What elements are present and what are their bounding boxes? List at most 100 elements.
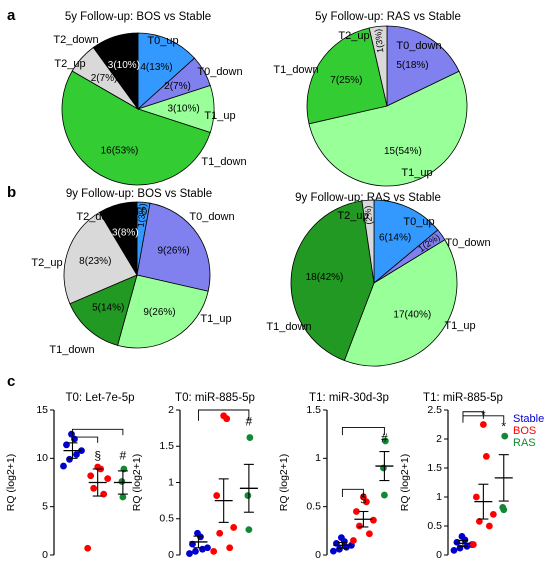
significance-marker: # (381, 431, 388, 445)
data-point-bos (489, 511, 497, 518)
pie-value-label: 5(18%) (396, 60, 428, 71)
data-point-ras (381, 491, 388, 499)
y-tick-label: 2.5 (427, 404, 442, 416)
pie-slice-t2-down (92, 32, 139, 111)
y-tick-label: 1 (436, 491, 442, 503)
pie-category-label: T1_up (200, 313, 231, 325)
pie-slice-t1-up (117, 274, 209, 349)
pie-chart-1: 5y Follow-up: BOS vs Stable 4(13%) T0_up 2(… (53, 11, 247, 186)
pie-category-label: T0_down (189, 211, 234, 223)
significance-marker: # (120, 449, 127, 463)
data-point-bos (479, 421, 487, 428)
plot-title: T1: miR-885-5p (423, 392, 503, 404)
pie-category-label: T2_up (338, 30, 369, 42)
pie-category-label: T0_up (147, 35, 178, 47)
pie-value-label: 17(40%) (393, 310, 431, 321)
data-point-stable (66, 455, 73, 463)
y-tick-label: 0 (315, 549, 321, 561)
pie-chart-4: 9y Follow-up: RAS vs Stable6(14%)T0_up1(… (266, 192, 491, 367)
plot-title: T1: miR-30d-3p (309, 392, 389, 404)
pie-category-label: T1_up (444, 320, 475, 332)
significance-marker: § (94, 449, 101, 463)
data-point-stable (186, 550, 193, 557)
pie-category-label: T1_down (49, 344, 94, 356)
data-point-stable (73, 451, 80, 458)
y-axis-label: RQ (log2+1) (399, 454, 411, 511)
pie-category-label: T1_up (204, 110, 235, 122)
data-point-stable (458, 533, 466, 540)
data-point-bos (87, 472, 95, 480)
data-point-bos (216, 529, 224, 537)
data-point-bos (84, 544, 92, 552)
significance-bracket (462, 411, 484, 419)
pie-category-label: T2_down (76, 211, 121, 223)
data-point-stable (456, 544, 464, 552)
y-tick-label: 0.5 (306, 500, 321, 512)
pie-category-label: T1_down (266, 321, 311, 333)
data-point-ras (118, 478, 126, 485)
dot-plot-4: T1: miR-885-5p RQ (log2+1) 0 0.5 1 1.5 2 2.5 * * (399, 392, 513, 561)
y-tick-label: 1 (315, 452, 321, 464)
pie-slice-t2-up (368, 25, 388, 107)
dot-plot-3: T1: miR-30d-3p RQ (log2+1) 0 0.5 1 1.5 § # (278, 392, 394, 561)
panel-letter-a: a (7, 7, 16, 24)
legend-item-bos: BOS (513, 425, 536, 437)
pie-value-label: 8(23%) (79, 256, 111, 267)
y-tick-label: 10 (36, 452, 48, 464)
panel-letter-b: b (7, 184, 16, 201)
pie-value-label: 3(8%) (112, 227, 139, 238)
y-tick-label: 0.5 (159, 513, 174, 525)
pie-value-label: 3(10%) (167, 104, 199, 115)
y-tick-label: 0 (436, 549, 442, 561)
pie-category-label: T0_up (403, 216, 434, 228)
significance-bracket (72, 428, 124, 436)
data-point-bos (356, 522, 363, 530)
data-point-ras (245, 526, 253, 534)
data-point-stable (68, 430, 75, 438)
pie-value-label: 2(7%) (91, 73, 118, 84)
pie-value-label: 1(3%) (373, 28, 386, 53)
pie-value-label: 18(42%) (306, 272, 344, 283)
y-tick-label: 2 (436, 433, 442, 445)
pie-value-label: 6(14%) (379, 233, 411, 244)
data-point-bos (90, 484, 98, 492)
significance-marker: # (246, 414, 253, 428)
pie-category-label: T2_down (53, 34, 98, 46)
y-axis-label: RQ (log2+1) (5, 454, 17, 511)
pie-category-label: T2_up (337, 210, 368, 222)
significance-bracket (341, 488, 364, 497)
y-axis-label: RQ (log2+1) (131, 454, 143, 511)
pie-value-label: 9(26%) (157, 246, 189, 257)
pie-slice-t0-up (373, 199, 439, 284)
pie-slice-t1-up (343, 239, 458, 367)
pie-value-label: 4(13%) (140, 62, 172, 73)
pie-category-label: T0_down (396, 40, 441, 52)
y-tick-label: 0 (42, 549, 48, 561)
significance-bracket (72, 436, 99, 443)
pie-slice-t1-down (306, 27, 388, 125)
y-tick-label: 1.5 (306, 404, 321, 416)
pie-slice-t1-down (61, 70, 211, 186)
data-point-bos (353, 508, 360, 515)
pie-category-label: T0_down (445, 237, 490, 249)
plot-title: T0: Let-7e-5p (65, 392, 134, 404)
pie-chart-2: 5y Follow-up: RAS vs Stable 5(18%) T0_down… (273, 11, 468, 187)
pie-value-label: 5(14%) (92, 303, 124, 314)
dot-plot-1: T0: Let-7e-5p RQ (log2+1) 0 5 10 15 § # (5, 392, 135, 561)
data-point-stable (330, 547, 337, 555)
y-tick-label: 15 (36, 404, 48, 416)
pie-value-label: 9(26%) (143, 307, 175, 318)
pie-category-label: T2_up (31, 257, 62, 269)
pie-value-label: 2(7%) (164, 81, 191, 92)
pie-value-label: 1(3%) (136, 203, 148, 228)
data-point-ras (501, 432, 509, 440)
data-point-stable (192, 547, 199, 555)
pie-category-label: T2_up (54, 58, 85, 70)
data-point-bos (104, 475, 112, 483)
y-tick-label: 1.5 (159, 440, 174, 452)
pie-value-label: (2%) (363, 205, 374, 225)
pie-category-label: T1_up (401, 167, 432, 179)
significance-marker: * (501, 420, 506, 434)
y-tick-label: 1.5 (427, 462, 442, 474)
data-point-bos (366, 530, 373, 538)
